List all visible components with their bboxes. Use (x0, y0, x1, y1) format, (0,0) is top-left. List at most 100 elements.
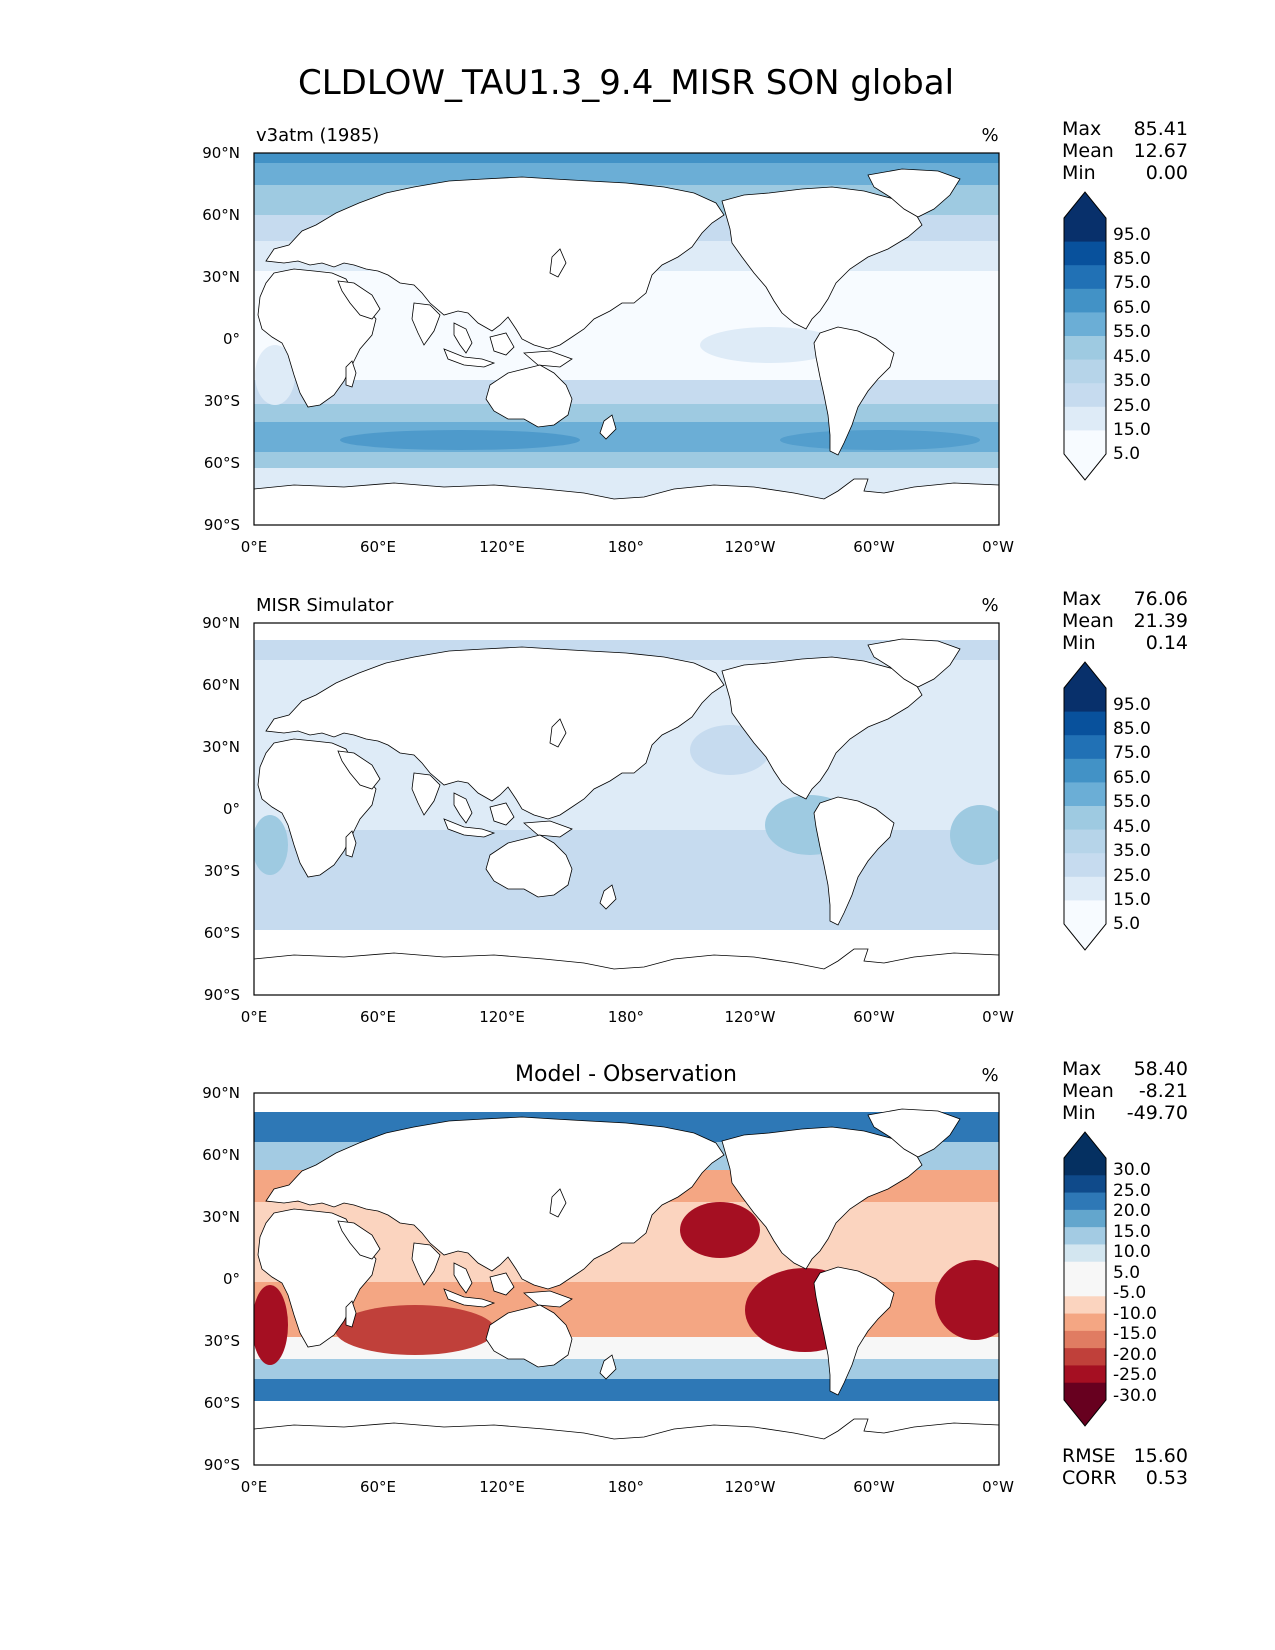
colorbar-label: 85.0 (1113, 249, 1151, 269)
lon-tick-label: 120°E (479, 538, 525, 556)
lat-tick-label: 0° (223, 800, 240, 818)
map-area (254, 1093, 999, 1465)
colorbar-swatch (1064, 711, 1106, 736)
panel-units: % (981, 125, 998, 146)
map-frame (253, 152, 1000, 526)
lat-tick-label: 90°S (204, 516, 240, 534)
colorbar-swatch (1064, 1365, 1106, 1384)
colorbar-swatch (1064, 1227, 1106, 1245)
colorbar-swatch (1064, 1192, 1106, 1211)
lat-axis: 90°N 60°N 30°N 0° 30°S 60°S 90°S (202, 1084, 240, 1474)
map-area (254, 153, 999, 525)
colorbar-swatch (1064, 1348, 1106, 1366)
colorbar-outline (1063, 661, 1107, 951)
colorbar-swatch (1064, 1244, 1106, 1263)
colorbar-outline (1063, 191, 1107, 481)
lon-tick-label: 0°E (241, 1008, 268, 1026)
lat-axis: 90°N 60°N 30°N 0° 30°S 60°S 90°S (202, 614, 240, 1004)
colorbar-swatch (1064, 241, 1106, 266)
lon-tick-label: 120°E (479, 1478, 525, 1496)
colorbar-label: 55.0 (1113, 792, 1151, 812)
colorbar-label: 5.0 (1113, 444, 1140, 464)
colorbar-labels: 30.0 25.0 20.0 15.0 10.0 5.0 -5.0 -10.0 … (1113, 1160, 1157, 1406)
colorbar-swatch (1064, 900, 1106, 925)
colorbar-label: 15.0 (1113, 890, 1151, 910)
lat-tick-label: 60°N (202, 206, 240, 224)
colorbar-extend-bottom (1064, 924, 1106, 950)
lon-axis: 0°E 60°E 120°E 180° 120°W 60°W 0°W (241, 1478, 1014, 1496)
panel-left-title: MISR Simulator (256, 595, 394, 616)
colorbar-label: 10.0 (1113, 1242, 1151, 1262)
lon-tick-label: 120°W (725, 1008, 776, 1026)
colorbar-swatch (1064, 265, 1106, 290)
lat-tick-label: 30°N (202, 268, 240, 286)
lon-tick-label: 60°W (853, 1478, 895, 1496)
lon-tick-label: 60°W (853, 538, 895, 556)
colorbar (1063, 1131, 1107, 1427)
map-frame (253, 622, 1000, 996)
lat-tick-label: 30°S (204, 392, 240, 410)
stat-label: Mean (1062, 610, 1114, 632)
colorbar-swatch (1064, 359, 1106, 384)
colorbar-swatch (1064, 829, 1106, 854)
stat-label: Mean (1062, 140, 1114, 162)
lat-tick-label: 30°N (202, 1208, 240, 1226)
stats-block: Max 85.41 Mean 12.67 Min 0.00 (1062, 118, 1188, 184)
stat-label: Max (1062, 118, 1101, 140)
stat-label: Min (1062, 1102, 1096, 1124)
stat-value: 58.40 (1134, 1058, 1188, 1080)
colorbar-label: -25.0 (1113, 1365, 1157, 1385)
lat-tick-label: 60°N (202, 676, 240, 694)
colorbar-label: -10.0 (1113, 1304, 1157, 1324)
colorbar-swatch (1064, 1261, 1106, 1280)
colorbar-label: 15.0 (1113, 1222, 1151, 1242)
colorbar-label: 95.0 (1113, 225, 1151, 245)
stat-value: -49.70 (1127, 1102, 1188, 1124)
stat-value: 12.67 (1134, 140, 1188, 162)
colorbar-swatch (1064, 1279, 1106, 1297)
colorbar-swatch (1064, 336, 1106, 361)
colorbar-swatch (1064, 1209, 1106, 1228)
lat-tick-label: 90°N (202, 1084, 240, 1102)
colorbar-label: 25.0 (1113, 1181, 1151, 1201)
colorbar-swatch (1064, 218, 1106, 243)
colorbar-swatch (1064, 1330, 1106, 1349)
lon-tick-label: 180° (608, 538, 644, 556)
colorbar-outline (1063, 1131, 1107, 1427)
colorbar-extend-top (1064, 1132, 1106, 1158)
stat-value: 21.39 (1134, 610, 1188, 632)
lon-tick-label: 0°W (982, 1478, 1014, 1496)
lat-tick-label: 30°S (204, 1332, 240, 1350)
panel-center-title: Model - Observation (515, 1062, 737, 1087)
lat-tick-label: 90°S (204, 986, 240, 1004)
colorbar-label: -5.0 (1113, 1283, 1146, 1303)
stat-label: Min (1062, 632, 1096, 654)
lat-axis: 90°N 60°N 30°N 0° 30°S 60°S 90°S (202, 144, 240, 534)
panel-left-title: v3atm (1985) (256, 125, 379, 146)
lat-tick-label: 60°S (204, 924, 240, 942)
lat-tick-label: 90°S (204, 1456, 240, 1474)
stat-value: 15.60 (1134, 1445, 1188, 1467)
colorbar-swatch (1064, 806, 1106, 831)
colorbar-label: 5.0 (1113, 1263, 1140, 1283)
colorbar-labels: 95.0 85.0 75.0 65.0 55.0 45.0 35.0 25.0 … (1113, 225, 1151, 464)
colorbar-label: 45.0 (1113, 347, 1151, 367)
lat-tick-label: 90°N (202, 614, 240, 632)
colorbar-swatch (1064, 288, 1106, 313)
colorbar-swatch (1064, 782, 1106, 807)
lon-tick-label: 60°E (360, 538, 396, 556)
colorbar-swatch (1064, 406, 1106, 431)
lon-tick-label: 60°E (360, 1008, 396, 1026)
colorbar-label: 5.0 (1113, 914, 1140, 934)
stat-label: RMSE (1062, 1445, 1116, 1467)
stat-label: Min (1062, 162, 1096, 184)
colorbar-swatch (1064, 853, 1106, 878)
extra-stats-block: RMSE 15.60 CORR 0.53 (1062, 1445, 1188, 1489)
colorbar-labels: 95.0 85.0 75.0 65.0 55.0 45.0 35.0 25.0 … (1113, 695, 1151, 934)
lon-tick-label: 180° (608, 1008, 644, 1026)
colorbar-label: 65.0 (1113, 298, 1151, 318)
lat-tick-label: 90°N (202, 144, 240, 162)
colorbar-swatch (1064, 688, 1106, 713)
panel-units: % (981, 1065, 998, 1086)
